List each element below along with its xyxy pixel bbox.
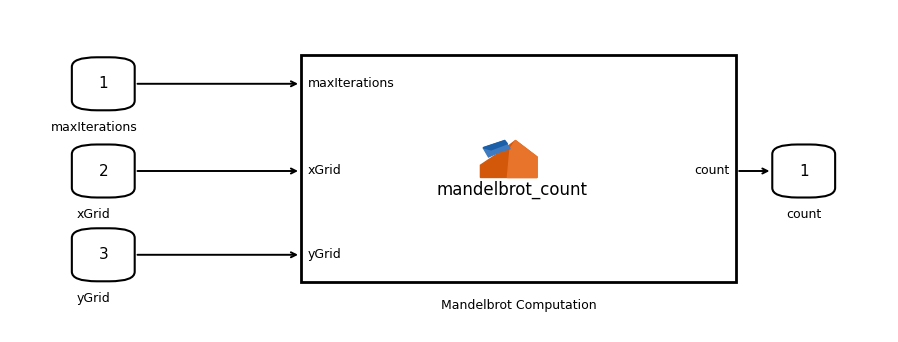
Polygon shape [483, 141, 507, 150]
Text: 3: 3 [99, 247, 108, 262]
Text: count: count [694, 165, 729, 177]
FancyBboxPatch shape [72, 228, 135, 281]
Text: count: count [786, 208, 822, 221]
Text: yGrid: yGrid [308, 248, 342, 261]
Text: 1: 1 [99, 76, 108, 91]
Polygon shape [480, 141, 537, 177]
FancyBboxPatch shape [772, 145, 835, 198]
Text: Mandelbrot Computation: Mandelbrot Computation [441, 299, 596, 312]
Text: yGrid: yGrid [77, 291, 110, 305]
FancyBboxPatch shape [301, 55, 736, 282]
Text: maxIterations: maxIterations [50, 121, 137, 134]
FancyBboxPatch shape [72, 145, 135, 198]
Text: mandelbrot_count: mandelbrot_count [436, 181, 587, 199]
Text: xGrid: xGrid [308, 165, 342, 177]
Text: maxIterations: maxIterations [308, 77, 395, 90]
Text: xGrid: xGrid [77, 208, 110, 221]
Text: 2: 2 [99, 163, 108, 179]
Polygon shape [507, 141, 537, 177]
FancyBboxPatch shape [72, 57, 135, 110]
Text: 1: 1 [799, 163, 808, 179]
Polygon shape [483, 141, 510, 157]
